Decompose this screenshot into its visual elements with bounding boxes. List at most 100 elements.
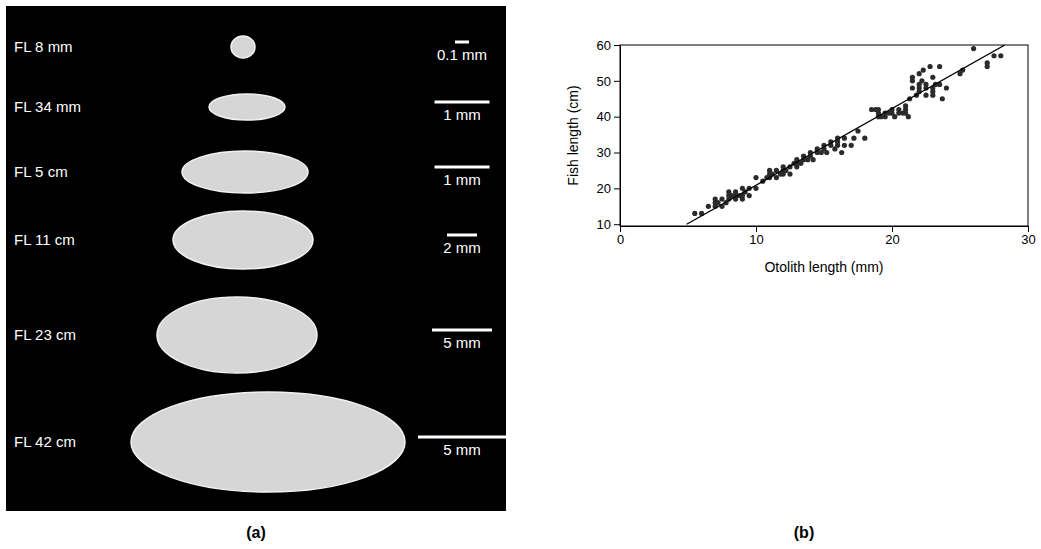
scatter-point	[937, 64, 942, 69]
panel-a: FL 8 mm0.1 mmFL 34 mm1 mmFL 5 cm1 mmFL 1…	[6, 6, 506, 541]
scatter-point	[876, 107, 881, 112]
y-axis-title: Fish length (cm)	[565, 85, 581, 185]
scatter-point	[991, 53, 996, 58]
fish-length-label: FL 42 cm	[14, 433, 76, 450]
scale-bar-label: 1 mm	[443, 171, 481, 188]
plot-frame	[620, 45, 1028, 226]
scatter-point	[715, 200, 720, 205]
scatter-point	[985, 64, 990, 69]
y-tick-label: 10	[597, 217, 611, 232]
y-tick: 60	[597, 38, 620, 53]
y-axis: 10 20 30 40 50 60	[597, 38, 621, 232]
y-tick-mark	[614, 153, 620, 154]
y-tick-label: 20	[597, 181, 611, 196]
scale-bar	[435, 101, 490, 104]
scatter-point	[930, 93, 935, 98]
scatter-point	[998, 53, 1003, 58]
otolith	[173, 211, 313, 269]
panel-caption: (b)	[794, 524, 814, 541]
x-tick-label: 30	[1021, 232, 1035, 247]
scatter-point	[892, 114, 897, 119]
x-tick-mark	[756, 226, 757, 232]
x-tick: 20	[885, 226, 899, 247]
scatter-point	[921, 67, 926, 72]
scatter-point	[944, 85, 949, 90]
y-tick-label: 40	[597, 109, 611, 124]
panel-caption: (a)	[246, 524, 266, 541]
y-tick-label: 50	[597, 74, 611, 89]
y-tick: 50	[597, 74, 620, 89]
y-tick-mark	[614, 188, 620, 189]
scatter-point	[923, 82, 928, 87]
x-axis-line	[621, 226, 1029, 227]
scatter-point	[706, 204, 711, 209]
scatter-point	[849, 143, 854, 148]
scatter-point	[851, 136, 856, 141]
scatter-point	[906, 114, 911, 119]
scatter-point	[753, 175, 758, 180]
scale-bar-label: 5 mm	[443, 441, 481, 458]
fit-line	[687, 45, 1005, 224]
scatter-point	[811, 157, 816, 162]
fish-length-label: FL 23 cm	[14, 326, 76, 343]
fish-length-label: FL 11 cm	[14, 231, 75, 248]
y-tick-mark	[614, 224, 620, 225]
x-tick-mark	[1028, 226, 1029, 232]
scatter-point	[774, 175, 779, 180]
y-axis-line	[620, 46, 621, 227]
scale-bar-label: 5 mm	[443, 334, 481, 351]
otolith	[157, 297, 317, 373]
x-axis-title: Otolith length (mm)	[764, 259, 883, 275]
x-tick: 30	[1021, 226, 1035, 247]
y-tick: 30	[597, 145, 620, 160]
y-tick-mark	[614, 81, 620, 82]
scatter-point	[740, 197, 745, 202]
scatter-point	[910, 85, 915, 90]
scatter-point	[896, 107, 901, 112]
scatter-point	[733, 189, 738, 194]
fish-length-label: FL 8 mm	[14, 38, 73, 55]
scatter-point	[923, 93, 928, 98]
scatter-point	[919, 78, 924, 83]
scatter-point	[747, 193, 752, 198]
y-tick: 10	[597, 217, 620, 232]
y-tick-mark	[614, 117, 620, 118]
scale-bar	[432, 329, 492, 332]
scatter-point	[930, 75, 935, 80]
otolith	[231, 36, 255, 58]
scatter-point	[917, 71, 922, 76]
y-tick-mark	[614, 45, 620, 46]
scatter-point	[940, 96, 945, 101]
otolith	[209, 94, 285, 120]
otolith	[182, 151, 308, 193]
scatter-point	[903, 103, 908, 108]
scatter-point	[719, 197, 724, 202]
scale-bar	[435, 166, 490, 169]
scatter-point	[787, 171, 792, 176]
x-tick: 0	[617, 226, 624, 247]
photo-background	[6, 6, 506, 511]
scale-bar	[455, 41, 469, 44]
scatter-point	[910, 75, 915, 80]
scatter-point	[862, 136, 867, 141]
scale-bar	[418, 436, 506, 439]
panel-b: 0 10 20 30 10 20 30 40 50 60 Otolith length (mm) Fi…	[565, 38, 1036, 541]
scale-bar	[447, 234, 477, 237]
scatter-point	[692, 211, 697, 216]
x-axis: 0 10 20 30	[617, 226, 1036, 247]
scale-bar-label: 0.1 mm	[437, 46, 487, 63]
fish-length-label: FL 34 mm	[14, 98, 81, 115]
figure: FL 8 mm0.1 mmFL 34 mm1 mmFL 5 cm1 mmFL 1…	[0, 0, 1041, 549]
otolith	[131, 392, 405, 492]
y-tick-label: 30	[597, 145, 611, 160]
x-tick-label: 10	[749, 232, 763, 247]
fish-length-label: FL 5 cm	[14, 163, 68, 180]
scatter-point	[971, 46, 976, 51]
scale-bar-label: 2 mm	[443, 239, 481, 256]
y-tick: 40	[597, 109, 620, 124]
x-tick: 10	[749, 226, 763, 247]
y-tick-label: 60	[597, 38, 611, 53]
scatter-point	[883, 114, 888, 119]
plot-marks	[687, 45, 1005, 224]
scatter-point	[839, 150, 844, 155]
